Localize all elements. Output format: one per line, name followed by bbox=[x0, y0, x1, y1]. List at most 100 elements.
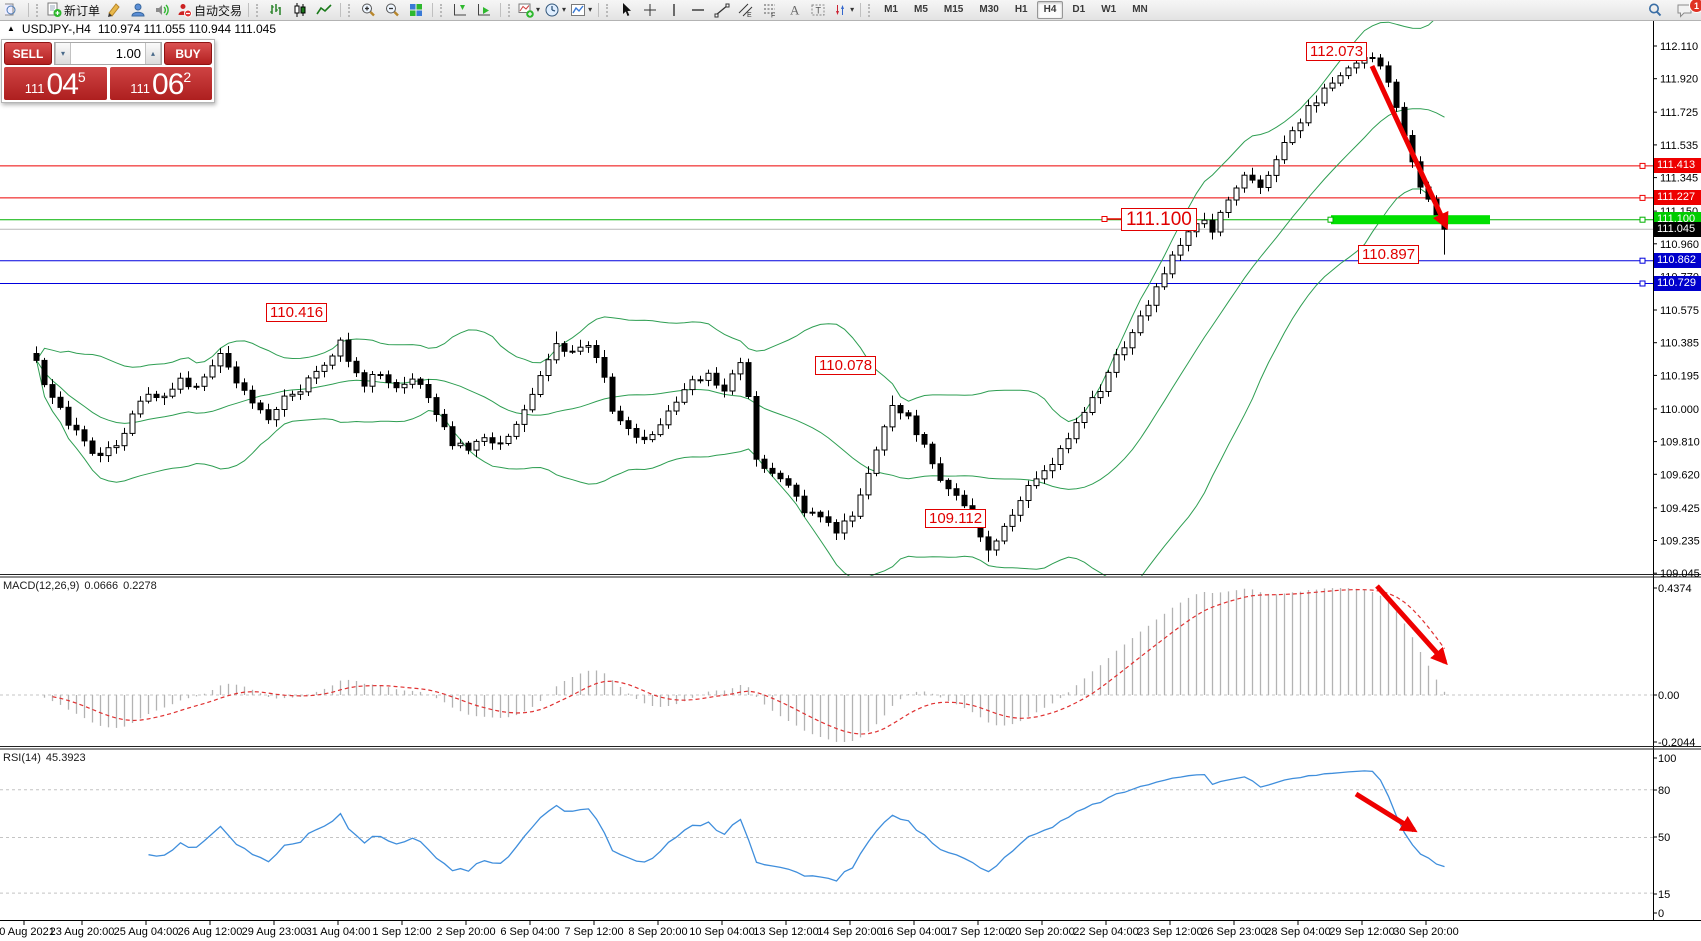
time-axis-label: 26 Aug 12:00 bbox=[178, 926, 243, 938]
zoom-in-button[interactable] bbox=[356, 1, 380, 19]
time-axis-label: 8 Sep 20:00 bbox=[628, 926, 687, 938]
sell-price-prefix: 111 bbox=[24, 81, 45, 96]
price-axis-tick: 109.620 bbox=[1660, 469, 1700, 481]
toolbar-grip[interactable] bbox=[868, 3, 873, 17]
chevron-down-icon[interactable]: ▾ bbox=[850, 5, 855, 14]
chevron-down-icon[interactable]: ▾ bbox=[588, 5, 593, 14]
timeframe-M30-button[interactable]: M30 bbox=[979, 4, 999, 15]
toolbar-grip[interactable] bbox=[606, 3, 611, 17]
timeframe-D1-button[interactable]: D1 bbox=[1072, 4, 1086, 15]
volume-input[interactable] bbox=[71, 43, 145, 64]
chevron-down-icon[interactable]: ▾ bbox=[562, 5, 567, 14]
toolbar-grip[interactable] bbox=[348, 3, 353, 17]
bollinger-middle-band bbox=[36, 108, 1445, 490]
level-handle[interactable] bbox=[1639, 216, 1646, 223]
zoom-out-button[interactable] bbox=[380, 1, 404, 19]
toolbar-separator bbox=[28, 3, 29, 17]
price-axis-tick: 111.535 bbox=[1660, 140, 1698, 152]
buy-price-prefix: 111 bbox=[130, 81, 151, 96]
text-label-button[interactable]: T bbox=[806, 1, 830, 19]
price-axis-tick: 111.150 bbox=[1660, 206, 1698, 218]
tile-windows-button[interactable] bbox=[404, 1, 428, 19]
periods-button[interactable]: ▾ bbox=[542, 1, 568, 19]
search-button[interactable] bbox=[1643, 1, 1667, 19]
signal-button[interactable] bbox=[150, 1, 174, 19]
sell-price-pip: 5 bbox=[77, 69, 86, 85]
bar-chart-button[interactable] bbox=[264, 1, 288, 19]
rsi-line bbox=[148, 770, 1445, 882]
chart-partial-button[interactable] bbox=[0, 1, 24, 19]
templates-button[interactable]: ▾ bbox=[568, 1, 594, 19]
timeframe-M15-button[interactable]: M15 bbox=[943, 4, 964, 15]
cursor-button[interactable] bbox=[614, 1, 638, 19]
toolbar-grip[interactable] bbox=[36, 3, 41, 17]
trend-arrow-rsi[interactable] bbox=[1354, 791, 1418, 833]
time-axis-label: 28 Sep 04:00 bbox=[1265, 926, 1330, 938]
community-button[interactable] bbox=[126, 1, 150, 19]
level-handle[interactable] bbox=[1639, 280, 1646, 287]
volume-decrease-icon[interactable]: ▾ bbox=[55, 43, 71, 64]
resistance-zone-bar[interactable] bbox=[1331, 215, 1490, 225]
buy-price-display[interactable]: 111 06 2 bbox=[109, 67, 212, 100]
timeframe-H4-button[interactable]: H4 bbox=[1036, 1, 1064, 19]
time-axis-label: 2 Sep 20:00 bbox=[436, 926, 495, 938]
trendline-button[interactable] bbox=[710, 1, 734, 19]
search-icon bbox=[1647, 2, 1663, 18]
trend-arrow-main[interactable] bbox=[1369, 64, 1449, 230]
candlestick-chart-button[interactable] bbox=[288, 1, 312, 19]
timeframe-M5-button[interactable]: M5 bbox=[914, 4, 928, 15]
chart-shift-icon bbox=[452, 2, 468, 18]
sell-price-display[interactable]: 111 04 5 bbox=[4, 67, 107, 100]
toolbar-grip[interactable] bbox=[256, 3, 261, 17]
chevron-down-icon[interactable]: ▾ bbox=[536, 5, 541, 14]
timeframe-MN-button[interactable]: MN bbox=[1132, 4, 1148, 15]
time-axis-label: 26 Sep 23:00 bbox=[1201, 926, 1266, 938]
notifications-button[interactable]: 1 bbox=[1673, 0, 1701, 19]
crosshair-button[interactable] bbox=[638, 1, 662, 19]
time-axis-label: 17 Sep 12:00 bbox=[945, 926, 1010, 938]
auto-scroll-icon bbox=[476, 2, 492, 18]
price-axis-tick: 109.045 bbox=[1660, 568, 1700, 580]
vertical-line-button[interactable] bbox=[662, 1, 686, 19]
rsi-value: 45.3923 bbox=[45, 752, 86, 764]
crayon-button[interactable] bbox=[102, 1, 126, 19]
level-handle[interactable] bbox=[1639, 162, 1646, 169]
new-order-icon bbox=[46, 2, 62, 18]
time-axis-label: 1 Sep 12:00 bbox=[372, 926, 431, 938]
rsi-axis-tick: 0 bbox=[1658, 908, 1664, 920]
macd-axis-tick: 0.00 bbox=[1658, 690, 1679, 702]
timeframe-W1-button[interactable]: W1 bbox=[1101, 4, 1117, 15]
auto-scroll-button[interactable] bbox=[472, 1, 496, 19]
text-button[interactable]: A bbox=[782, 1, 806, 19]
volume-increase-icon[interactable]: ▴ bbox=[145, 43, 161, 64]
resistance-bar-handle[interactable] bbox=[1327, 216, 1334, 223]
autotrade-button[interactable]: 自动交易 bbox=[174, 1, 244, 19]
horizontal-line-button[interactable] bbox=[686, 1, 710, 19]
level-handle[interactable] bbox=[1639, 257, 1646, 264]
periods-icon bbox=[544, 2, 560, 18]
line-chart-button[interactable] bbox=[312, 1, 336, 19]
channel-button[interactable]: E bbox=[734, 1, 758, 19]
level-handle[interactable] bbox=[1639, 194, 1646, 201]
sell-button[interactable]: SELL bbox=[4, 42, 52, 65]
buy-button[interactable]: BUY bbox=[164, 42, 212, 65]
time-axis-label: 23 Sep 12:00 bbox=[1137, 926, 1202, 938]
arrows-button[interactable]: ▾ bbox=[830, 1, 856, 19]
chart-partial-icon bbox=[5, 2, 19, 18]
toolbar-grip[interactable] bbox=[440, 3, 445, 17]
rsi-axis-tick: 80 bbox=[1658, 785, 1670, 797]
new-order-button[interactable]: 新订单 bbox=[44, 1, 102, 19]
fibonacci-button[interactable]: F bbox=[758, 1, 782, 19]
trend-arrow-macd[interactable] bbox=[1375, 584, 1448, 666]
indicators-icon bbox=[518, 2, 534, 18]
svg-text:T: T bbox=[816, 6, 822, 16]
toolbar-grip[interactable] bbox=[508, 3, 513, 17]
timeframe-H1-button[interactable]: H1 bbox=[1014, 4, 1028, 15]
price-axis-tick: 109.235 bbox=[1660, 536, 1700, 548]
timeframe-M1-button[interactable]: M1 bbox=[884, 4, 898, 15]
macd-histogram bbox=[43, 588, 1446, 742]
indicators-button[interactable]: ▾ bbox=[516, 1, 542, 19]
chart-shift-button[interactable] bbox=[448, 1, 472, 19]
